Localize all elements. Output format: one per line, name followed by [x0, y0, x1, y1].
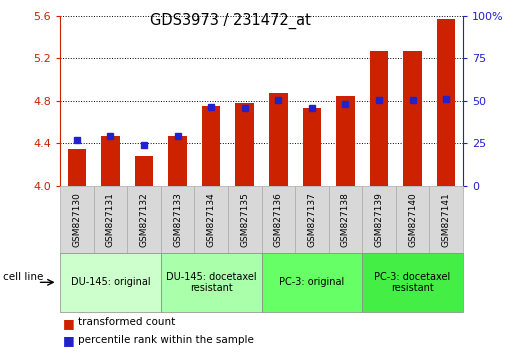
Text: cell line: cell line — [3, 272, 43, 282]
Text: GSM827131: GSM827131 — [106, 192, 115, 247]
Text: GSM827139: GSM827139 — [374, 192, 383, 247]
Text: ■: ■ — [63, 317, 74, 330]
Text: GSM827141: GSM827141 — [441, 192, 451, 247]
Bar — [437, 19, 456, 186]
Text: GDS3973 / 231472_at: GDS3973 / 231472_at — [150, 12, 311, 29]
Text: GSM827140: GSM827140 — [408, 192, 417, 247]
Bar — [269, 93, 288, 186]
Bar — [235, 103, 254, 186]
Text: DU-145: original: DU-145: original — [71, 277, 150, 287]
Text: percentile rank within the sample: percentile rank within the sample — [78, 335, 254, 344]
Text: transformed count: transformed count — [78, 317, 176, 327]
Bar — [336, 96, 355, 186]
Bar — [202, 106, 220, 186]
Bar — [135, 156, 153, 186]
Text: GSM827137: GSM827137 — [308, 192, 316, 247]
Text: GSM827134: GSM827134 — [207, 192, 215, 247]
Bar — [303, 108, 321, 186]
Text: GSM827130: GSM827130 — [72, 192, 82, 247]
Text: ■: ■ — [63, 335, 74, 348]
Text: GSM827132: GSM827132 — [140, 192, 149, 247]
Text: GSM827135: GSM827135 — [240, 192, 249, 247]
Bar — [67, 149, 86, 186]
Text: GSM827138: GSM827138 — [341, 192, 350, 247]
Text: PC-3: original: PC-3: original — [279, 277, 345, 287]
Bar — [403, 51, 422, 186]
Text: PC-3: docetaxel
resistant: PC-3: docetaxel resistant — [374, 272, 451, 293]
Bar — [101, 136, 120, 186]
Bar — [168, 136, 187, 186]
Bar — [370, 51, 388, 186]
Text: DU-145: docetaxel
resistant: DU-145: docetaxel resistant — [166, 272, 256, 293]
Text: GSM827133: GSM827133 — [173, 192, 182, 247]
Text: GSM827136: GSM827136 — [274, 192, 283, 247]
